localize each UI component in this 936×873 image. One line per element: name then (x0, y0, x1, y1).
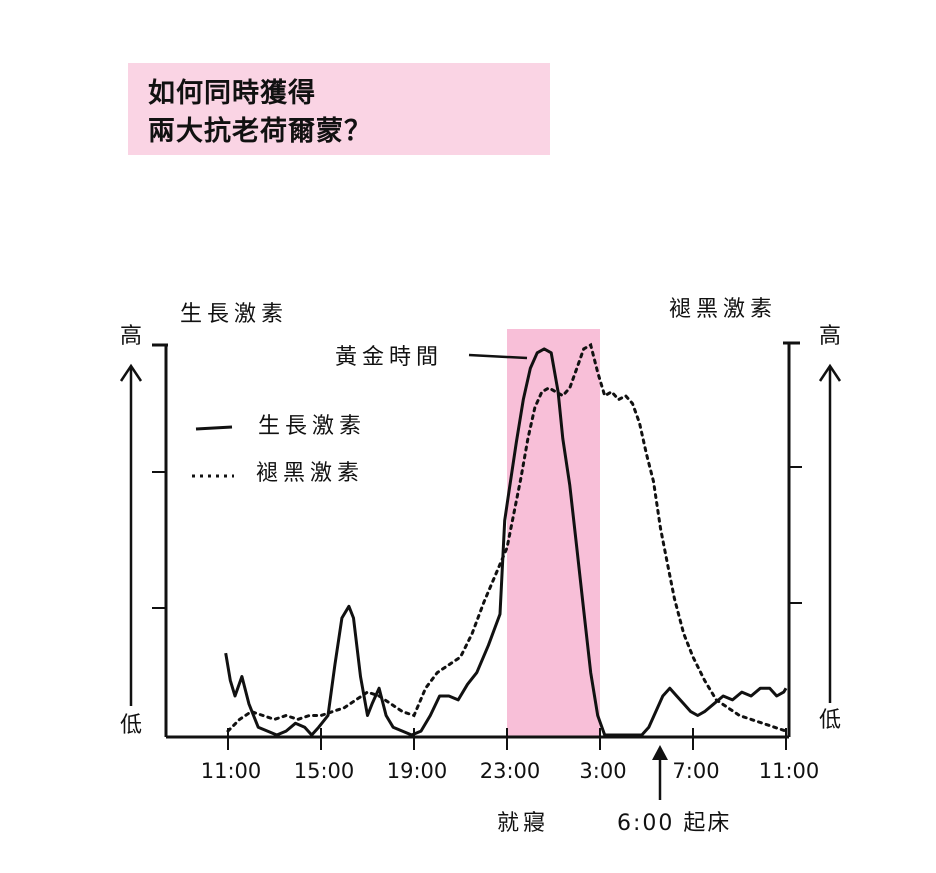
page-title-line-2: 兩大抗老荷爾蒙？ (148, 116, 372, 147)
page-title-line-1: 如何同時獲得 (148, 78, 316, 109)
wake-arrowhead (652, 745, 668, 760)
x-tick-label: 3:00 (579, 759, 626, 783)
right-axis-high-label: 高 (819, 324, 841, 349)
legend-label-growth-hormone: 生長激素 (258, 414, 366, 439)
x-tick-label: 11:00 (201, 759, 262, 783)
golden-time-pointer (468, 353, 528, 360)
x-tick-label: 15:00 (294, 759, 355, 783)
right-axis-low-label: 低 (819, 708, 841, 733)
legend-solid-swatch (195, 425, 233, 431)
wake-annotation: 6:00 起床 (617, 811, 731, 836)
x-tick-label: 11:00 (759, 759, 820, 783)
sleep-annotation: 就寢 (497, 811, 549, 836)
x-axis-ticks: 11:00 15:00 19:00 23:00 3:00 7:00 11:00 (201, 728, 820, 783)
series-growth-hormone-line (224, 347, 788, 737)
series-melatonin-line (226, 342, 788, 733)
legend-label-melatonin: 褪黑激素 (256, 461, 364, 486)
left-axis-title: 生長激素 (180, 302, 288, 327)
x-tick-label: 7:00 (672, 759, 719, 783)
title-box: 如何同時獲得 兩大抗老荷爾蒙？ (128, 63, 550, 155)
golden-time-label: 黃金時間 (335, 345, 443, 370)
x-tick-label: 23:00 (480, 759, 541, 783)
right-axis-arrowhead (818, 363, 842, 382)
left-axis-arrowhead (119, 363, 143, 382)
right-axis-title: 褪黑激素 (669, 297, 777, 322)
left-axis-high-label: 高 (120, 324, 142, 349)
left-axis-low-label: 低 (120, 713, 142, 738)
x-tick-label: 19:00 (387, 759, 448, 783)
